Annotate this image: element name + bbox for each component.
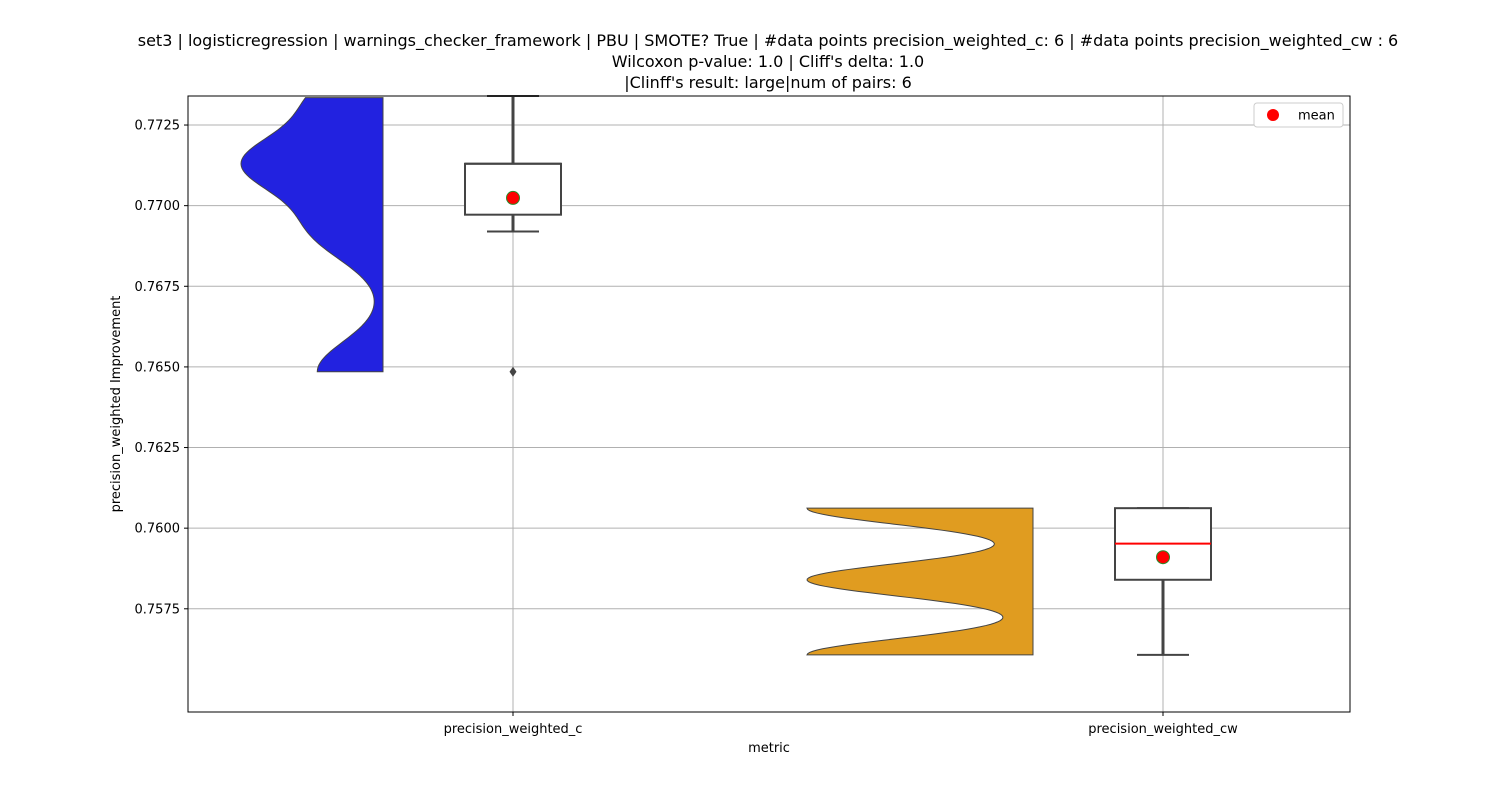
y-axis: 0.7575 0.7600 0.7625 0.7650 0.7675 0.7700 0.77… [135,119,188,617]
y-tick-label: 0.7675 [135,280,181,295]
box [464,162,562,216]
chart-title: set3 | logisticregression | warnings_che… [0,30,1500,93]
legend-mean-label: mean [1298,109,1335,124]
legend: mean [1253,102,1344,128]
chart-title-line-3: |Clinff's result: large|num of pairs: 6 [624,73,912,92]
x-tick-label: precision_weighted_c [444,722,583,737]
legend-box [1253,102,1344,128]
chart-title-line-2: Wilcoxon p-value: 1.0 | Cliff's delta: 1… [611,52,925,71]
y-tick-label: 0.7650 [135,360,181,375]
mean-marker [1156,550,1170,565]
boxplot-precision_weighted_c [464,95,562,377]
x-axis: precision_weighted_c precision_weighted_c… [444,712,1238,737]
violins [240,97,1034,656]
chart-title-line-1: set3 | logisticregression | warnings_che… [137,31,1399,50]
y-tick-label: 0.7625 [135,441,181,456]
mean-marker [506,190,520,205]
outlier-marker [509,366,517,377]
legend-mean-marker [1267,109,1279,121]
boxplots [464,95,1212,656]
x-tick-label: precision_weighted_cw [1088,722,1238,737]
x-axis-label: metric [748,741,790,756]
plot-frame [187,95,1351,713]
violin-precision_weighted_c [240,97,384,373]
y-axis-label: precision_weighted Improvement [109,296,124,513]
y-tick-label: 0.7700 [135,199,181,214]
y-tick-label: 0.7725 [135,119,181,134]
y-tick-label: 0.7600 [135,522,181,537]
boxplot-precision_weighted_cw [1114,507,1212,656]
violin-precision_weighted_cw [806,507,1034,656]
y-tick-label: 0.7575 [135,602,181,617]
